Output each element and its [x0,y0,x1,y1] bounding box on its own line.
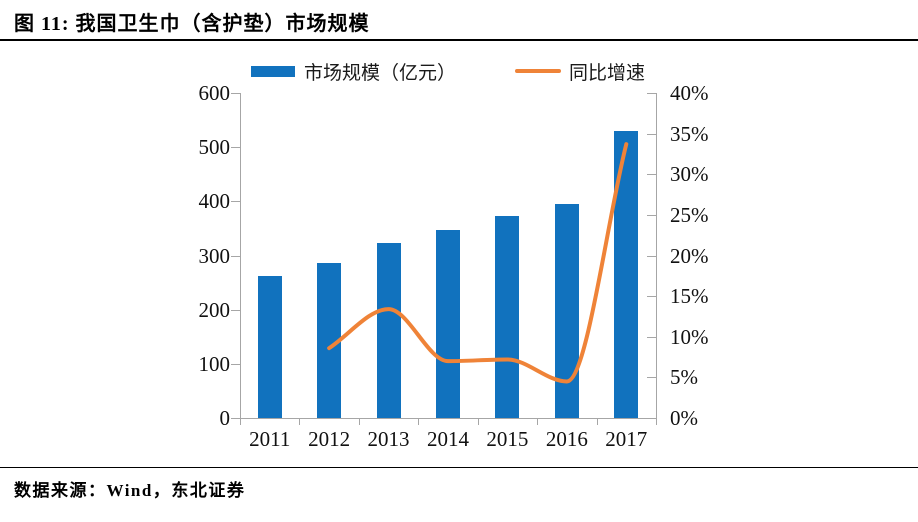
x-axis-tick [477,419,479,425]
x-axis-label: 2015 [486,427,529,451]
left-axis-label: 300 [198,243,231,268]
bar-2012 [317,263,342,418]
x-axis-tick [537,419,539,425]
x-axis-label: 2016 [545,427,588,451]
left-axis-label: 500 [198,135,231,160]
legend-label-growth: 同比增速 [569,62,646,84]
left-axis-tick [231,201,240,203]
x-axis-label: 2011 [249,427,291,451]
legend-label-market-size: 市场规模（亿元） [304,62,457,84]
x-axis-tick [656,419,657,425]
x-axis-tick [418,419,420,425]
left-axis-tick [231,255,240,257]
right-axis-tick [647,133,656,135]
right-axis-label: 30% [670,162,709,187]
left-axis-label: 0 [219,406,231,430]
bar-2011 [257,275,282,418]
legend-item-growth: 同比增速 [515,58,645,84]
right-axis-label: 40% [670,81,709,105]
x-axis-tick [596,419,598,425]
left-axis-label: 100 [198,351,231,376]
left-axis-label: 200 [198,297,231,322]
bar-2017 [614,130,639,418]
right-axis-tick [647,214,656,216]
right-axis-tick [647,93,656,94]
legend-line-swatch-icon [515,69,561,73]
bar-2016 [554,203,579,418]
right-axis-label: 15% [670,284,709,309]
y-axis-left-line [240,93,241,419]
data-source: 数据来源：Wind，东北证券 [14,481,246,500]
right-axis-label: 20% [670,243,709,268]
footer-rule [0,467,918,468]
figure-title: 图 11: 我国卫生巾（含护垫）市场规模 [14,13,370,35]
legend-bar-swatch-icon [251,65,295,77]
right-axis-tick [647,255,656,257]
x-axis-tick [240,419,241,425]
bar-2013 [376,242,401,418]
right-axis-label: 25% [670,202,709,227]
x-axis-tick [299,419,301,425]
right-axis-tick [647,377,656,379]
left-axis-label: 600 [198,81,231,105]
right-axis-label: 5% [670,365,698,390]
right-axis-label: 35% [670,121,709,146]
right-axis-tick [647,336,656,338]
left-axis-label: 400 [198,189,231,214]
title-rule [0,39,918,41]
right-axis-tick [647,296,656,298]
left-axis-tick [231,309,240,311]
x-axis-label: 2012 [308,427,351,451]
right-axis-label: 10% [670,324,709,349]
x-axis-label: 2014 [426,427,469,451]
x-axis-tick [358,419,360,425]
right-axis-tick [647,418,656,419]
right-axis-tick [647,174,656,176]
legend-item-market-size: 市场规模（亿元） [251,58,456,84]
x-axis-label: 2017 [605,427,648,451]
x-axis-line [240,418,657,419]
left-axis-tick [231,93,240,94]
x-axis-label: 2013 [367,427,410,451]
right-axis-label: 0% [670,406,698,430]
left-axis-tick [231,418,240,419]
bar-2014 [436,229,460,418]
bar-2015 [495,215,520,418]
y-axis-right-line [656,93,657,419]
left-axis-tick [231,147,240,149]
left-axis-tick [231,363,240,365]
